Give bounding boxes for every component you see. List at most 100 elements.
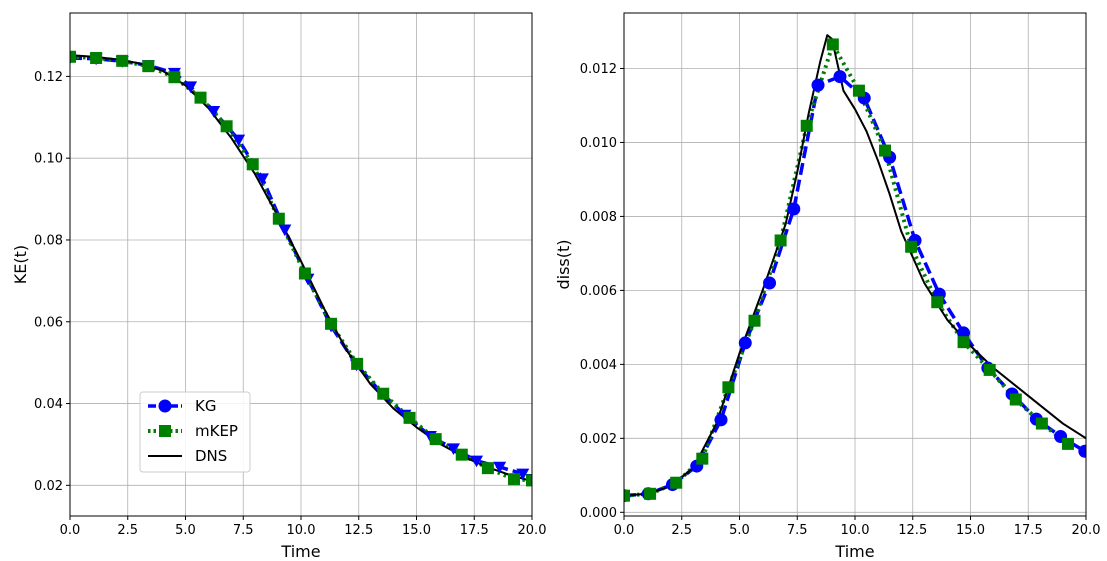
data-point-kg <box>493 461 507 474</box>
data-point-mkep <box>481 462 494 475</box>
y-axis-label: KE(t) <box>11 245 30 284</box>
x-tick-label: 12.5 <box>898 523 927 538</box>
data-point-mkep <box>826 38 839 51</box>
data-point-mkep <box>429 433 442 446</box>
y-tick-label: 0.12 <box>34 70 63 85</box>
data-point-mkep <box>879 144 892 157</box>
x-tick-label: 10.0 <box>287 523 316 538</box>
data-point-mkep <box>90 51 103 64</box>
data-point-mkep <box>455 448 468 461</box>
data-point-mkep <box>1009 393 1022 406</box>
legend-marker-mkep <box>159 425 171 437</box>
x-tick-label: 7.5 <box>233 523 254 538</box>
data-point-mkep <box>298 267 311 280</box>
x-tick-label: 7.5 <box>787 523 808 538</box>
data-point-mkep <box>644 487 657 500</box>
x-tick-label: 2.5 <box>671 523 692 538</box>
y-tick-label: 0.000 <box>580 506 617 521</box>
data-point-mkep <box>1035 417 1048 430</box>
x-axis-label: Time <box>280 542 320 561</box>
x-tick-label: 10.0 <box>841 523 870 538</box>
legend: KG mKEP DNS <box>139 391 251 473</box>
x-tick-label: 0.0 <box>60 523 81 538</box>
data-point-mkep <box>246 158 259 171</box>
data-point-mkep <box>403 411 416 424</box>
x-tick-label: 5.0 <box>175 523 196 538</box>
plot-area <box>624 34 1086 503</box>
data-point-mkep <box>526 474 532 487</box>
y-tick-label: 0.008 <box>580 210 617 225</box>
x-tick-label: 12.5 <box>344 523 373 538</box>
x-tick-label: 0.0 <box>614 523 635 538</box>
data-point-mkep <box>220 120 233 133</box>
plot-area <box>70 50 532 487</box>
legend-label-dns: DNS <box>195 447 227 465</box>
data-point-kg <box>787 202 801 216</box>
legend-marker-kg <box>158 399 172 413</box>
data-point-mkep <box>931 296 944 309</box>
data-point-mkep <box>272 212 285 225</box>
y-tick-label: 0.04 <box>34 397 63 412</box>
data-point-kg <box>738 336 752 350</box>
series-line-kg <box>624 74 1086 498</box>
data-point-kg <box>255 173 269 186</box>
legend-label-mkep: mKEP <box>195 422 238 440</box>
data-point-mkep <box>800 119 813 132</box>
data-point-mkep <box>957 336 970 349</box>
data-point-kg <box>763 276 777 290</box>
y-tick-label: 0.08 <box>34 233 63 248</box>
data-point-kg <box>811 78 825 92</box>
data-point-kg <box>278 224 292 237</box>
series-line-mkep <box>624 42 1070 498</box>
data-point-mkep <box>70 50 76 63</box>
y-tick-label: 0.06 <box>34 315 63 330</box>
y-tick-label: 0.006 <box>580 284 617 299</box>
data-point-mkep <box>983 363 996 376</box>
x-tick-label: 20.0 <box>518 523 547 538</box>
x-tick-label: 17.5 <box>1014 523 1043 538</box>
data-point-mkep <box>194 91 207 104</box>
data-point-mkep <box>351 357 364 370</box>
data-point-mkep <box>624 489 630 502</box>
y-tick-label: 0.010 <box>580 136 617 151</box>
data-point-kg <box>184 81 198 94</box>
data-point-mkep <box>670 476 683 489</box>
y-axis-label: diss(t) <box>554 239 573 289</box>
y-tick-label: 0.004 <box>580 358 617 373</box>
y-tick-label: 0.002 <box>580 432 617 447</box>
data-point-mkep <box>168 71 181 84</box>
data-point-kg <box>207 105 221 118</box>
diss-chart: 0.0 2.5 5.0 7.5 10.0 12.5 15.0 17.5 20.0 0.000 0.0… <box>554 12 1101 561</box>
data-point-mkep <box>852 84 865 97</box>
data-point-mkep <box>774 234 787 247</box>
data-point-kg <box>1078 444 1086 458</box>
data-point-mkep <box>142 60 155 73</box>
data-point-kg <box>470 455 484 468</box>
data-point-mkep <box>722 381 735 394</box>
data-point-mkep <box>1061 437 1074 450</box>
x-tick-label: 20.0 <box>1072 523 1101 538</box>
ke-chart: 0.0 2.5 5.0 7.5 10.0 12.5 15.0 17.5 20.0 0.02 0.04… <box>11 12 547 561</box>
data-point-mkep <box>748 314 761 327</box>
x-tick-label: 15.0 <box>402 523 431 538</box>
data-point-kg <box>714 413 728 427</box>
data-point-mkep <box>116 54 129 67</box>
data-point-kg <box>516 468 530 481</box>
x-tick-label: 15.0 <box>956 523 985 538</box>
data-point-kg <box>232 134 246 147</box>
legend-label-kg: KG <box>195 397 216 415</box>
x-tick-label: 2.5 <box>117 523 138 538</box>
data-point-kg <box>446 443 460 456</box>
data-point-mkep <box>507 473 520 486</box>
data-point-kg <box>833 70 847 84</box>
data-point-mkep <box>696 452 709 465</box>
y-tick-label: 0.10 <box>34 152 63 167</box>
data-point-mkep <box>325 317 338 330</box>
y-tick-label: 0.02 <box>34 479 63 494</box>
data-point-mkep <box>377 387 390 400</box>
x-axis-label: Time <box>834 542 874 561</box>
x-tick-label: 17.5 <box>460 523 489 538</box>
y-tick-label: 0.012 <box>580 62 617 77</box>
x-tick-label: 5.0 <box>729 523 750 538</box>
